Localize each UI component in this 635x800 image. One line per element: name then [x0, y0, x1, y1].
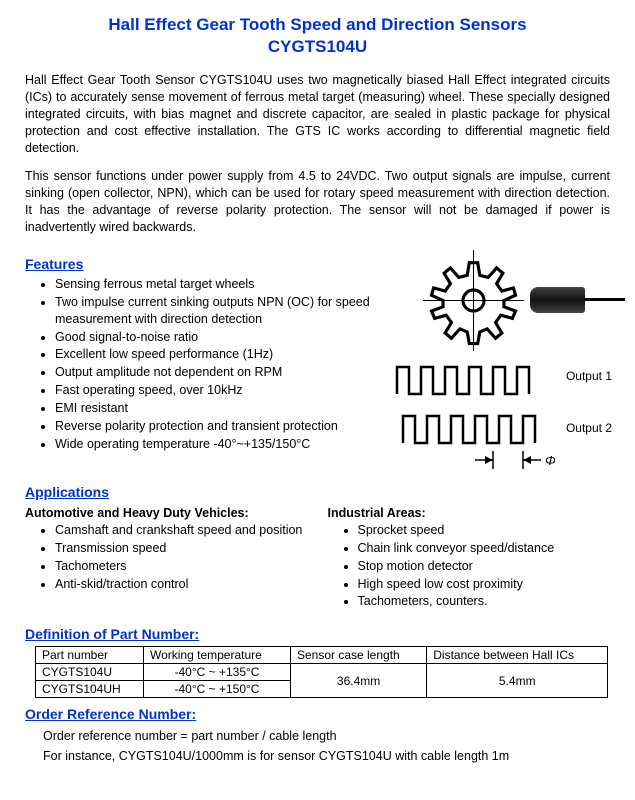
apps-ind-heading: Industrial Areas: — [328, 506, 611, 520]
table-header: Sensor case length — [290, 647, 426, 664]
table-cell: 5.4mm — [427, 664, 608, 698]
part-number-table: Part number Working temperature Sensor c… — [35, 646, 608, 698]
applications-heading: Applications — [25, 484, 610, 500]
list-item: Fast operating speed, over 10kHz — [55, 382, 385, 399]
list-item: EMI resistant — [55, 400, 385, 417]
intro-paragraph-1: Hall Effect Gear Tooth Sensor CYGTS104U … — [25, 72, 610, 156]
list-item: Camshaft and crankshaft speed and positi… — [55, 522, 308, 539]
order-heading: Order Reference Number: — [25, 706, 610, 722]
table-row: Part number Working temperature Sensor c… — [36, 647, 608, 664]
order-line-2: For instance, CYGTS104U/1000mm is for se… — [43, 746, 610, 766]
table-header: Part number — [36, 647, 144, 664]
table-cell: CYGTS104UH — [36, 681, 144, 698]
table-cell: -40°C ~ +135°C — [143, 664, 290, 681]
list-item: Output amplitude not dependent on RPM — [55, 364, 385, 381]
features-list: Sensing ferrous metal target wheels Two … — [25, 276, 385, 453]
list-item: Tachometers — [55, 558, 308, 575]
page-title: Hall Effect Gear Tooth Speed and Directi… — [25, 15, 610, 35]
intro-paragraph-2: This sensor functions under power supply… — [25, 168, 610, 236]
apps-auto-heading: Automotive and Heavy Duty Vehicles: — [25, 506, 308, 520]
list-item: Sensing ferrous metal target wheels — [55, 276, 385, 293]
order-line-1: Order reference number = part number / c… — [43, 726, 610, 746]
output1-label: Output 1 — [566, 369, 612, 383]
table-cell: CYGTS104U — [36, 664, 144, 681]
page-subtitle: CYGTS104U — [25, 37, 610, 57]
list-item: Transmission speed — [55, 540, 308, 557]
table-header: Working temperature — [143, 647, 290, 664]
list-item: Tachometers, counters. — [358, 593, 611, 610]
list-item: Anti-skid/traction control — [55, 576, 308, 593]
list-item: Wide operating temperature -40°~+135/150… — [55, 436, 385, 453]
list-item: Stop motion detector — [358, 558, 611, 575]
output2-label: Output 2 — [566, 421, 612, 435]
list-item: Good signal-to-noise ratio — [55, 329, 385, 346]
list-item: Excellent low speed performance (1Hz) — [55, 346, 385, 363]
list-item: Two impulse current sinking outputs NPN … — [55, 294, 385, 328]
phase-arrow-icon: Φ — [395, 451, 555, 473]
table-header: Distance between Hall ICs — [427, 647, 608, 664]
table-cell: -40°C ~ +150°C — [143, 681, 290, 698]
list-item: Chain link conveyor speed/distance — [358, 540, 611, 557]
apps-ind-list: Sprocket speed Chain link conveyor speed… — [328, 522, 611, 610]
gear-icon — [421, 248, 526, 353]
list-item: Reverse polarity protection and transien… — [55, 418, 385, 435]
table-row: CYGTS104U -40°C ~ +135°C 36.4mm 5.4mm — [36, 664, 608, 681]
table-cell: 36.4mm — [290, 664, 426, 698]
square-wave-1-icon — [395, 359, 555, 399]
list-item: High speed low cost proximity — [358, 576, 611, 593]
list-item: Sprocket speed — [358, 522, 611, 539]
features-heading: Features — [25, 256, 385, 272]
definition-heading: Definition of Part Number: — [25, 626, 610, 642]
sensor-probe-icon — [530, 287, 585, 313]
apps-auto-list: Camshaft and crankshaft speed and positi… — [25, 522, 308, 593]
square-wave-2-icon — [395, 408, 555, 448]
svg-text:Φ: Φ — [545, 453, 555, 468]
